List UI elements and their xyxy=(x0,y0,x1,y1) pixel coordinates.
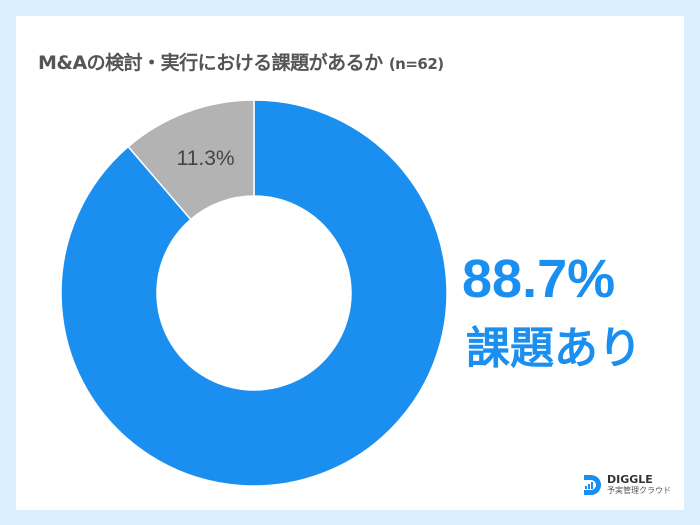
brand-tagline: 予実管理クラウド xyxy=(607,486,671,495)
title-text: M&Aの検討・実行における課題があるか xyxy=(38,52,383,74)
slice-1 xyxy=(60,99,448,487)
callout-value: 88.7% xyxy=(462,249,616,309)
diggle-logo-icon xyxy=(584,475,601,495)
diggle-logo: DIGGLE 予実管理クラウド xyxy=(582,473,671,497)
slice-2 xyxy=(127,99,255,221)
slice-label: 11.3% xyxy=(177,147,235,170)
chart-title: M&Aの検討・実行における課題があるか (n=62) xyxy=(38,48,444,75)
brand-name: DIGGLE xyxy=(607,473,653,486)
callout-label: 課題あり xyxy=(466,323,642,374)
sample-size: (n=62) xyxy=(388,55,444,73)
